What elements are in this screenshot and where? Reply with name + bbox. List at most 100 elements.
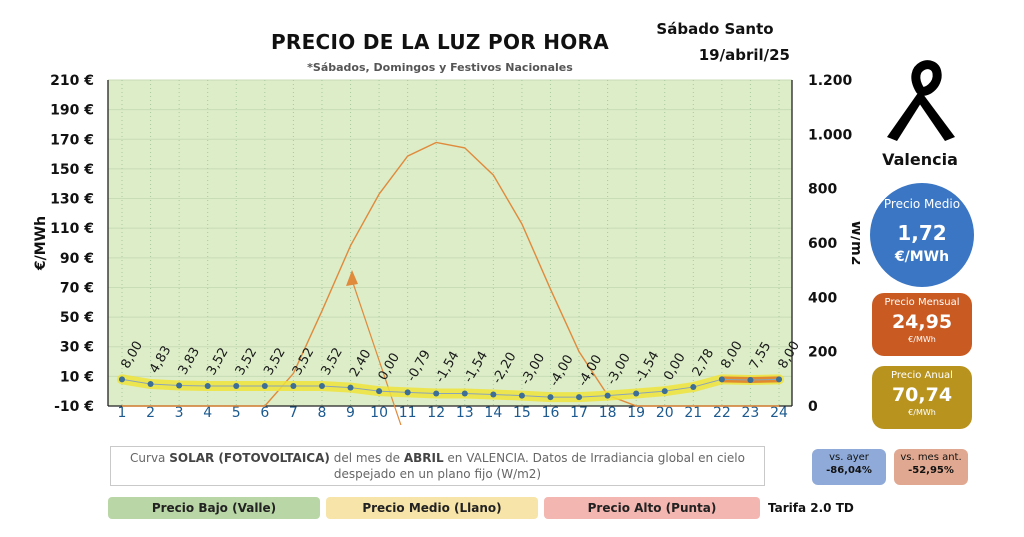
price-point bbox=[661, 388, 668, 395]
x-tick-label: 16 bbox=[542, 405, 560, 421]
solar-note-text: Curva bbox=[130, 451, 170, 465]
price-point bbox=[547, 394, 554, 401]
y2-tick-label: 0 bbox=[808, 399, 818, 415]
day-date: 19/abril/25 bbox=[698, 46, 790, 64]
x-tick-label: 23 bbox=[742, 405, 760, 421]
y-tick-label: 30 € bbox=[60, 340, 94, 356]
legend-high-price: Precio Alto (Punta) bbox=[544, 497, 760, 519]
x-tick-label: 2 bbox=[146, 405, 155, 421]
vs-yesterday-badge: vs. ayer -86,04% bbox=[812, 449, 886, 485]
price-point bbox=[490, 391, 497, 398]
note-arrow-line bbox=[351, 279, 402, 425]
price-point bbox=[576, 394, 583, 401]
x-tick-label: 21 bbox=[684, 405, 702, 421]
y2-tick-label: 600 bbox=[808, 236, 837, 252]
y-tick-label: 10 € bbox=[60, 369, 94, 385]
y-tick-label: 210 € bbox=[50, 73, 94, 89]
x-tick-label: 11 bbox=[399, 405, 417, 421]
x-tick-label: 15 bbox=[513, 405, 531, 421]
price-point bbox=[461, 390, 468, 397]
avg-price-label: Precio Medio bbox=[883, 197, 961, 211]
annual-price-value: 70,74 bbox=[891, 384, 953, 406]
y-tick-label: -10 € bbox=[54, 399, 94, 415]
chart-title: PRECIO DE LA LUZ POR HORA bbox=[270, 30, 610, 54]
price-point bbox=[233, 382, 240, 389]
y-tick-label: 170 € bbox=[50, 132, 94, 148]
price-point bbox=[318, 382, 325, 389]
price-point bbox=[433, 390, 440, 397]
vs-last-month-badge: vs. mes ant. -52,95% bbox=[894, 449, 968, 485]
solar-note-text: en VALENCIA. Datos de Irradiancia global… bbox=[333, 451, 745, 481]
avg-price-unit: €/MWh bbox=[894, 249, 950, 265]
plot-area bbox=[108, 80, 792, 406]
price-point bbox=[204, 382, 211, 389]
x-tick-label: 3 bbox=[175, 405, 184, 421]
note-arrow-head bbox=[346, 270, 358, 286]
x-tick-label: 24 bbox=[770, 405, 788, 421]
price-point bbox=[119, 376, 125, 383]
monthly-price-box: Precio Mensual 24,95 €/MWh bbox=[872, 293, 972, 356]
y-axis-title: €/MWh bbox=[33, 216, 49, 271]
annual-price-unit: €/MWh bbox=[908, 408, 936, 417]
avg-price-value: 1,72 bbox=[897, 221, 947, 245]
price-point bbox=[261, 382, 268, 389]
price-point bbox=[176, 382, 183, 389]
y-tick-label: 110 € bbox=[50, 221, 94, 237]
price-point bbox=[690, 384, 697, 391]
price-point bbox=[633, 390, 640, 397]
day-name: Sábado Santo bbox=[656, 20, 774, 38]
y2-axis-title: W/m2 bbox=[848, 221, 860, 266]
solar-note-bold: SOLAR (FOTOVOLTAICA) bbox=[169, 451, 330, 465]
annual-price-label: Precio Anual bbox=[891, 370, 953, 381]
vs-yesterday-value: -86,04% bbox=[826, 465, 872, 476]
x-tick-label: 22 bbox=[713, 405, 731, 421]
vs-last-month-label: vs. mes ant. bbox=[900, 452, 962, 463]
x-tick-label: 18 bbox=[599, 405, 617, 421]
monthly-price-value: 24,95 bbox=[891, 311, 953, 333]
city-name: Valencia bbox=[882, 150, 958, 169]
y-tick-label: 90 € bbox=[60, 251, 94, 267]
x-tick-label: 7 bbox=[289, 405, 298, 421]
price-line bbox=[121, 378, 780, 398]
y-tick-label: 130 € bbox=[50, 192, 94, 208]
x-tick-label: 9 bbox=[346, 405, 355, 421]
y-tick-label: 70 € bbox=[60, 280, 94, 296]
solar-note-bold: ABRIL bbox=[403, 451, 444, 465]
x-tick-label: 8 bbox=[317, 405, 326, 421]
price-point bbox=[518, 392, 525, 399]
x-tick-label: 5 bbox=[232, 405, 241, 421]
y-tick-label: 190 € bbox=[50, 103, 94, 119]
annual-price-box: Precio Anual 70,74 €/MWh bbox=[872, 366, 972, 429]
y2-tick-label: 1.000 bbox=[808, 127, 853, 143]
price-point bbox=[147, 381, 154, 388]
price-chart: -10 €10 €30 €50 €70 €90 €110 €130 €150 €… bbox=[33, 73, 860, 425]
x-tick-label: 6 bbox=[260, 405, 269, 421]
chart-subtitle: *Sábados, Domingos y Festivos Nacionales bbox=[307, 61, 573, 74]
avg-price-bubble: Precio Medio 1,72 €/MWh bbox=[870, 183, 974, 287]
x-tick-label: 1 bbox=[118, 405, 127, 421]
x-tick-label: 4 bbox=[203, 405, 212, 421]
x-tick-label: 12 bbox=[427, 405, 445, 421]
solar-curve-line bbox=[122, 141, 779, 407]
price-point bbox=[604, 392, 611, 399]
solar-curve-note: Curva SOLAR (FOTOVOLTAICA) del mes de AB… bbox=[110, 446, 765, 486]
black-ribbon-icon bbox=[887, 60, 955, 141]
solar-note-text: del mes de bbox=[329, 451, 404, 465]
legend-mid-price: Precio Medio (Llano) bbox=[326, 497, 538, 519]
price-point bbox=[718, 376, 725, 383]
vs-last-month-value: -52,95% bbox=[908, 465, 954, 476]
legend-low-price: Precio Bajo (Valle) bbox=[108, 497, 320, 519]
monthly-price-label: Precio Mensual bbox=[884, 297, 960, 308]
x-tick-label: 14 bbox=[484, 405, 502, 421]
price-point bbox=[290, 382, 297, 389]
x-tick-label: 17 bbox=[570, 405, 588, 421]
price-point bbox=[776, 376, 782, 383]
x-tick-label: 13 bbox=[456, 405, 474, 421]
x-tick-label: 19 bbox=[627, 405, 645, 421]
y2-tick-label: 400 bbox=[808, 290, 837, 306]
y2-tick-label: 200 bbox=[808, 345, 837, 361]
price-point bbox=[404, 389, 411, 396]
x-tick-label: 20 bbox=[656, 405, 674, 421]
monthly-price-unit: €/MWh bbox=[908, 335, 936, 344]
y-tick-label: 50 € bbox=[60, 310, 94, 326]
